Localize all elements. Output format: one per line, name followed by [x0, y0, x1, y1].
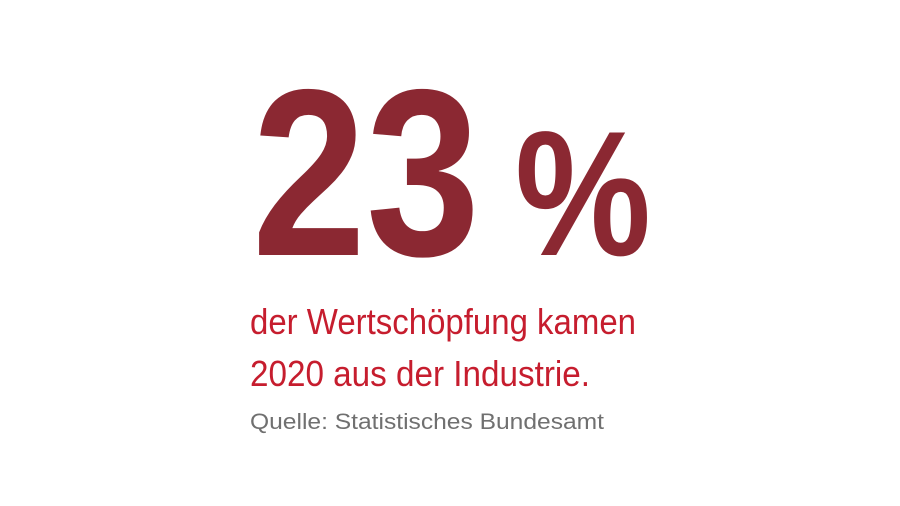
stat-number: 23: [252, 41, 480, 306]
stat-unit: %: [515, 94, 651, 293]
description-line: 2020 aus der Industrie.: [250, 353, 590, 394]
description-line: der Wertschöpfung kamen: [250, 301, 636, 342]
source: Quelle: Statistisches Bundesamt: [250, 409, 604, 434]
